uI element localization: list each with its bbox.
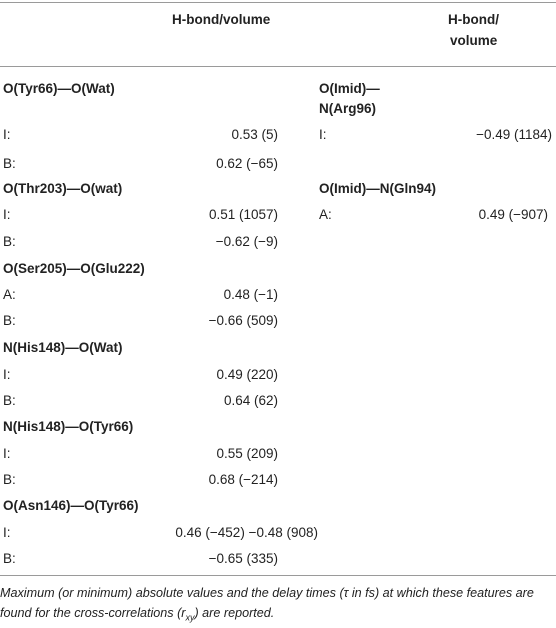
row-label: B: <box>3 234 16 249</box>
row-label: I: <box>319 127 327 142</box>
row-value: −0.62 (−9) <box>215 234 278 249</box>
row-value: −0.49 (1184) <box>476 127 552 142</box>
row-label: I: <box>3 207 11 222</box>
row-label: I: <box>3 525 11 540</box>
row-value: −0.66 (509) <box>208 313 278 328</box>
row-value: 0.48 (−1) <box>223 287 278 302</box>
row-label: B: <box>3 156 16 171</box>
group-title: O(Imid)— <box>319 81 380 96</box>
row-value: 0.55 (209) <box>216 446 278 461</box>
group-title: O(Thr203)—O(wat) <box>3 181 123 196</box>
row-value: −0.65 (335) <box>208 551 278 566</box>
header-hbond-volume-right-line1: H-bond/ <box>448 12 499 27</box>
row-value: 0.49 (220) <box>216 367 278 382</box>
header-hbond-volume: H-bond/volume <box>172 12 271 27</box>
footnote-subscript: xy <box>185 612 195 623</box>
group-title: N(His148)—O(Wat) <box>3 340 123 355</box>
group-title-line2: N(Arg96) <box>319 101 377 116</box>
row-value: 0.62 (−65) <box>216 156 278 171</box>
row-label: B: <box>3 313 16 328</box>
group-title: O(Ser205)—O(Glu222) <box>3 261 145 276</box>
header-rule <box>0 66 556 67</box>
row-value: 0.53 (5) <box>231 127 278 142</box>
row-label: I: <box>3 127 11 142</box>
row-label: B: <box>3 393 16 408</box>
row-value: 0.51 (1057) <box>208 207 278 222</box>
top-rule <box>0 2 556 3</box>
group-title: O(Asn146)—O(Tyr66) <box>3 498 139 513</box>
row-value: 0.49 (−907) <box>478 207 548 222</box>
row-label: B: <box>3 551 16 566</box>
row-label: B: <box>3 472 16 487</box>
bottom-rule <box>0 575 556 576</box>
group-title: O(Tyr66)—O(Wat) <box>3 81 115 96</box>
row-label: I: <box>3 367 11 382</box>
row-value: 0.46 (−452) −0.48 (908) <box>175 525 318 540</box>
row-label: I: <box>3 446 11 461</box>
header-hbond-volume-right-line2: volume <box>450 33 498 48</box>
footnote-text-end: ) are reported. <box>194 606 275 620</box>
group-title: N(His148)—O(Tyr66) <box>3 419 134 434</box>
table-footnote: Maximum (or minimum) absolute values and… <box>0 583 548 623</box>
footnote-text: Maximum (or minimum) absolute values and… <box>0 586 534 620</box>
group-title: O(Imid)—N(Gln94) <box>319 181 436 196</box>
row-value: 0.68 (−214) <box>208 472 278 487</box>
row-value: 0.64 (62) <box>223 393 278 408</box>
row-label: A: <box>319 207 332 222</box>
row-label: A: <box>3 287 16 302</box>
